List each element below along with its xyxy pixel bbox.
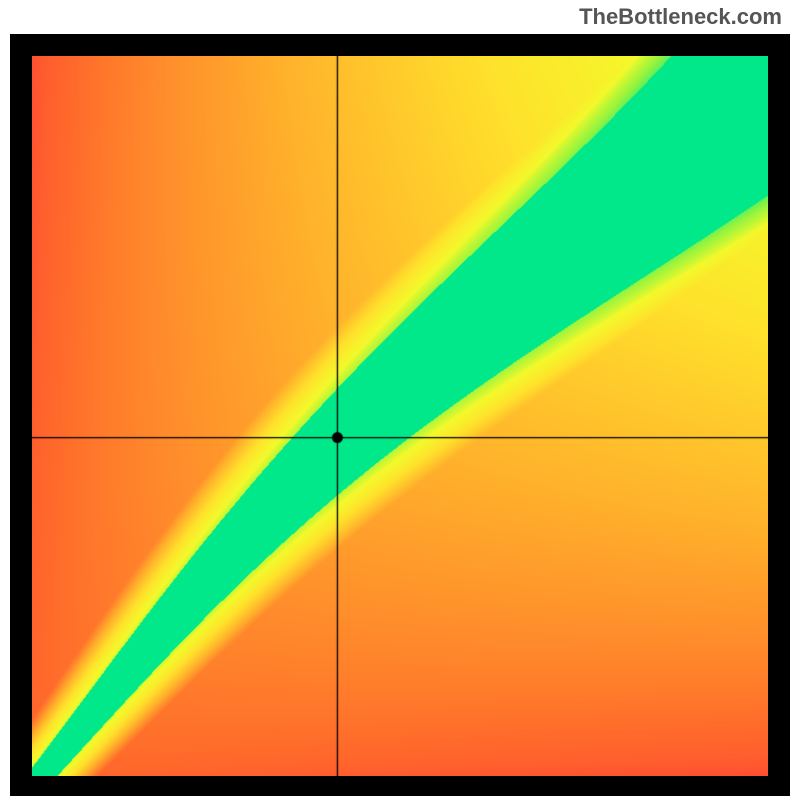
watermark-text: TheBottleneck.com — [579, 4, 782, 30]
figure-container: TheBottleneck.com — [0, 0, 800, 800]
heatmap-canvas — [32, 56, 768, 776]
